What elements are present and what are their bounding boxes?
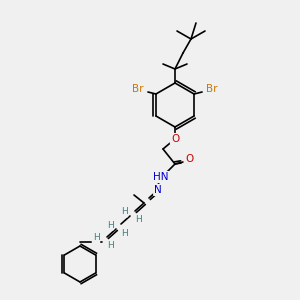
- Text: H: H: [106, 242, 113, 250]
- Text: H: H: [106, 220, 113, 230]
- Text: H: H: [121, 229, 128, 238]
- Text: H: H: [135, 215, 141, 224]
- Text: O: O: [185, 154, 193, 164]
- Text: N: N: [154, 185, 162, 195]
- Text: O: O: [171, 134, 179, 144]
- Text: HN: HN: [153, 172, 169, 182]
- Text: Br: Br: [206, 84, 218, 94]
- Text: H: H: [121, 208, 128, 217]
- Text: Br: Br: [132, 84, 144, 94]
- Text: H: H: [93, 233, 99, 242]
